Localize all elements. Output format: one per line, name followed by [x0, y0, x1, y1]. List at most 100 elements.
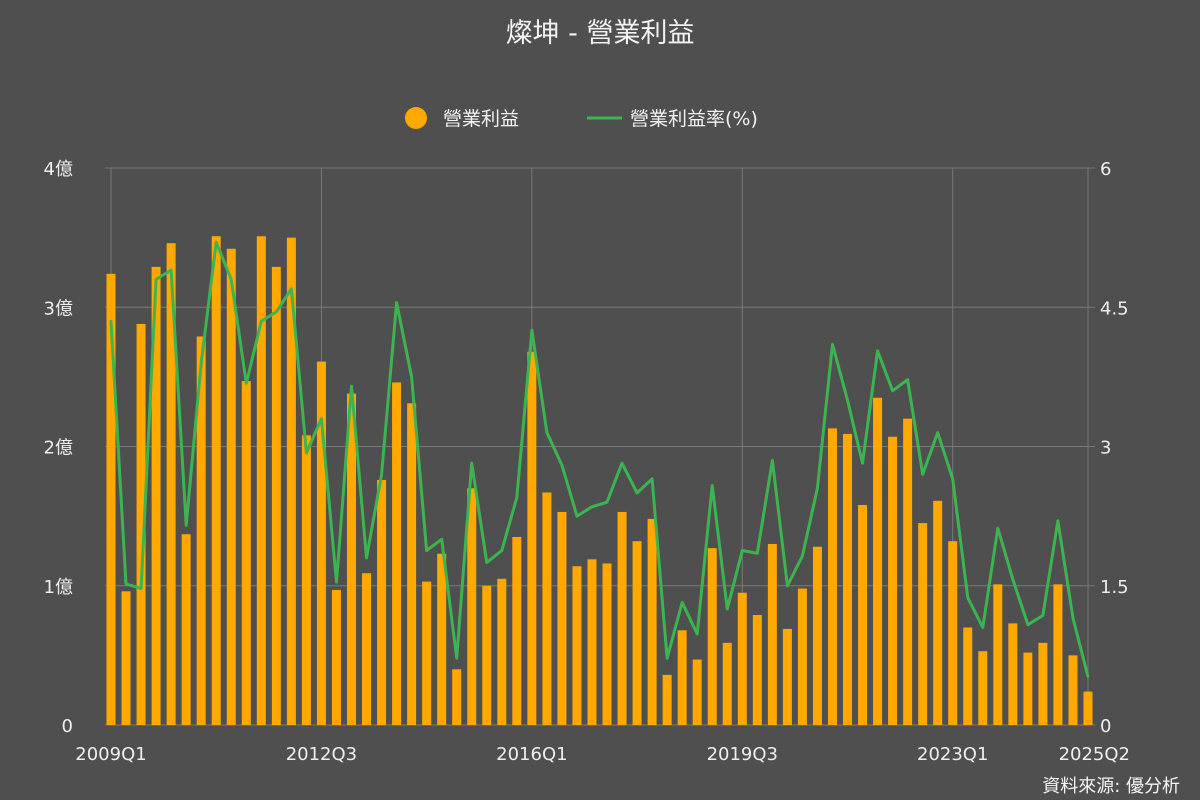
- bar-operating-income[interactable]: [797, 588, 807, 725]
- bar-operating-income[interactable]: [316, 361, 326, 725]
- bar-operating-income[interactable]: [873, 397, 883, 725]
- line-point-operating-margin: [876, 349, 879, 353]
- bar-operating-income[interactable]: [151, 266, 161, 725]
- line-point-operating-margin: [245, 382, 248, 385]
- bar-operating-income[interactable]: [888, 436, 898, 725]
- line-point-operating-margin: [801, 554, 804, 558]
- line-point-operating-margin: [1086, 675, 1090, 678]
- bar-operating-income[interactable]: [918, 523, 928, 725]
- line-point-operating-margin: [906, 378, 909, 381]
- bar-operating-income[interactable]: [602, 563, 612, 725]
- bar-operating-income[interactable]: [256, 236, 266, 726]
- bar-operating-income[interactable]: [211, 236, 221, 726]
- x-tick-label: 2025Q2: [1059, 744, 1130, 765]
- line-point-operating-margin: [230, 278, 233, 281]
- bar-operating-income[interactable]: [482, 585, 492, 725]
- bar-operating-income[interactable]: [512, 537, 522, 725]
- y-right-tick-label: 4.5: [1100, 298, 1129, 319]
- line-operating-margin[interactable]: [109, 240, 1090, 678]
- y-right-tick-label: 0: [1100, 716, 1111, 737]
- bar-operating-income[interactable]: [827, 428, 837, 725]
- bar-operating-income[interactable]: [617, 511, 627, 725]
- bar-operating-income[interactable]: [166, 243, 176, 725]
- bar-operating-income[interactable]: [437, 553, 447, 725]
- line-point-operating-margin: [650, 477, 654, 481]
- bar-operating-income[interactable]: [181, 534, 191, 725]
- bar-operating-income[interactable]: [692, 659, 702, 725]
- bar-operating-income[interactable]: [226, 248, 236, 725]
- line-point-operating-margin: [680, 601, 684, 604]
- bar-operating-income[interactable]: [933, 500, 943, 725]
- bar-operating-income[interactable]: [843, 433, 853, 725]
- line-point-operating-margin: [981, 626, 984, 629]
- bar-operating-income[interactable]: [632, 541, 642, 725]
- bar-operating-income[interactable]: [858, 504, 868, 725]
- bar-operating-income[interactable]: [542, 492, 552, 725]
- x-tick-label: 2012Q3: [286, 744, 357, 765]
- line-point-operating-margin: [169, 268, 173, 272]
- bar-operating-income[interactable]: [707, 548, 717, 725]
- line-point-operating-margin: [154, 278, 158, 281]
- bar-operating-income[interactable]: [662, 674, 672, 725]
- bar-operating-income[interactable]: [812, 546, 822, 725]
- bar-operating-income[interactable]: [587, 559, 597, 725]
- bar-operating-income[interactable]: [752, 614, 762, 725]
- line-point-operating-margin: [109, 319, 113, 323]
- bar-operating-income[interactable]: [241, 381, 251, 725]
- bar-operating-income[interactable]: [978, 651, 988, 725]
- bar-operating-income[interactable]: [346, 393, 356, 725]
- legend-bar-label[interactable]: 營業利益: [443, 108, 519, 130]
- line-point-operating-margin: [485, 561, 488, 564]
- line-point-operating-margin: [575, 514, 579, 518]
- bar-operating-income[interactable]: [527, 351, 537, 725]
- line-point-operating-margin: [665, 656, 669, 660]
- bar-operating-income[interactable]: [782, 628, 792, 725]
- bar-operating-income[interactable]: [767, 543, 777, 725]
- bar-operating-income[interactable]: [993, 584, 1003, 725]
- line-point-operating-margin: [590, 505, 594, 509]
- bar-operating-income[interactable]: [497, 578, 507, 725]
- bar-operating-income[interactable]: [1083, 691, 1093, 725]
- bar-operating-income[interactable]: [331, 589, 341, 725]
- bar-operating-income[interactable]: [1053, 584, 1063, 725]
- bar-operating-income[interactable]: [106, 273, 116, 725]
- line-point-operating-margin: [936, 431, 939, 434]
- bar-operating-income[interactable]: [1008, 623, 1018, 725]
- bar-operating-income[interactable]: [286, 237, 296, 725]
- line-point-operating-margin: [560, 463, 564, 467]
- bar-operating-income[interactable]: [121, 591, 131, 725]
- bar-operating-income[interactable]: [392, 382, 402, 725]
- line-point-operating-margin: [470, 462, 473, 465]
- legend-line-label[interactable]: 營業利益率(%): [630, 108, 758, 130]
- bar-operating-income[interactable]: [557, 511, 567, 725]
- line-point-operating-margin: [635, 491, 639, 495]
- line-point-operating-margin: [1011, 578, 1015, 581]
- bar-operating-income[interactable]: [948, 541, 958, 725]
- bar-operating-income[interactable]: [572, 566, 582, 725]
- bar-operating-income[interactable]: [677, 630, 687, 725]
- line-point-operating-margin: [620, 462, 624, 465]
- line-point-operating-margin: [545, 431, 549, 434]
- bar-operating-income[interactable]: [136, 323, 146, 725]
- bar-operating-income[interactable]: [1038, 642, 1048, 725]
- line-point-operating-margin: [320, 417, 323, 420]
- bar-operating-income[interactable]: [301, 435, 311, 725]
- bar-operating-income[interactable]: [196, 336, 206, 725]
- bar-operating-income[interactable]: [407, 403, 417, 725]
- bar-operating-income[interactable]: [737, 592, 747, 725]
- bar-operating-income[interactable]: [452, 669, 462, 725]
- bar-operating-income[interactable]: [271, 266, 281, 725]
- bar-operating-income[interactable]: [1068, 655, 1078, 725]
- line-point-operating-margin: [771, 459, 774, 462]
- bar-operating-income[interactable]: [647, 518, 657, 725]
- bar-operating-income[interactable]: [422, 581, 432, 725]
- bar-operating-income[interactable]: [722, 642, 732, 725]
- line-point-operating-margin: [696, 632, 699, 636]
- bar-operating-income[interactable]: [963, 627, 973, 725]
- y-left-tick-label: 4億: [44, 159, 73, 180]
- bar-operating-income[interactable]: [1023, 652, 1033, 725]
- bar-operating-income[interactable]: [362, 573, 372, 725]
- bar-operating-income[interactable]: [377, 479, 387, 725]
- bar-operating-income[interactable]: [903, 418, 913, 725]
- bar-operating-income[interactable]: [467, 488, 477, 725]
